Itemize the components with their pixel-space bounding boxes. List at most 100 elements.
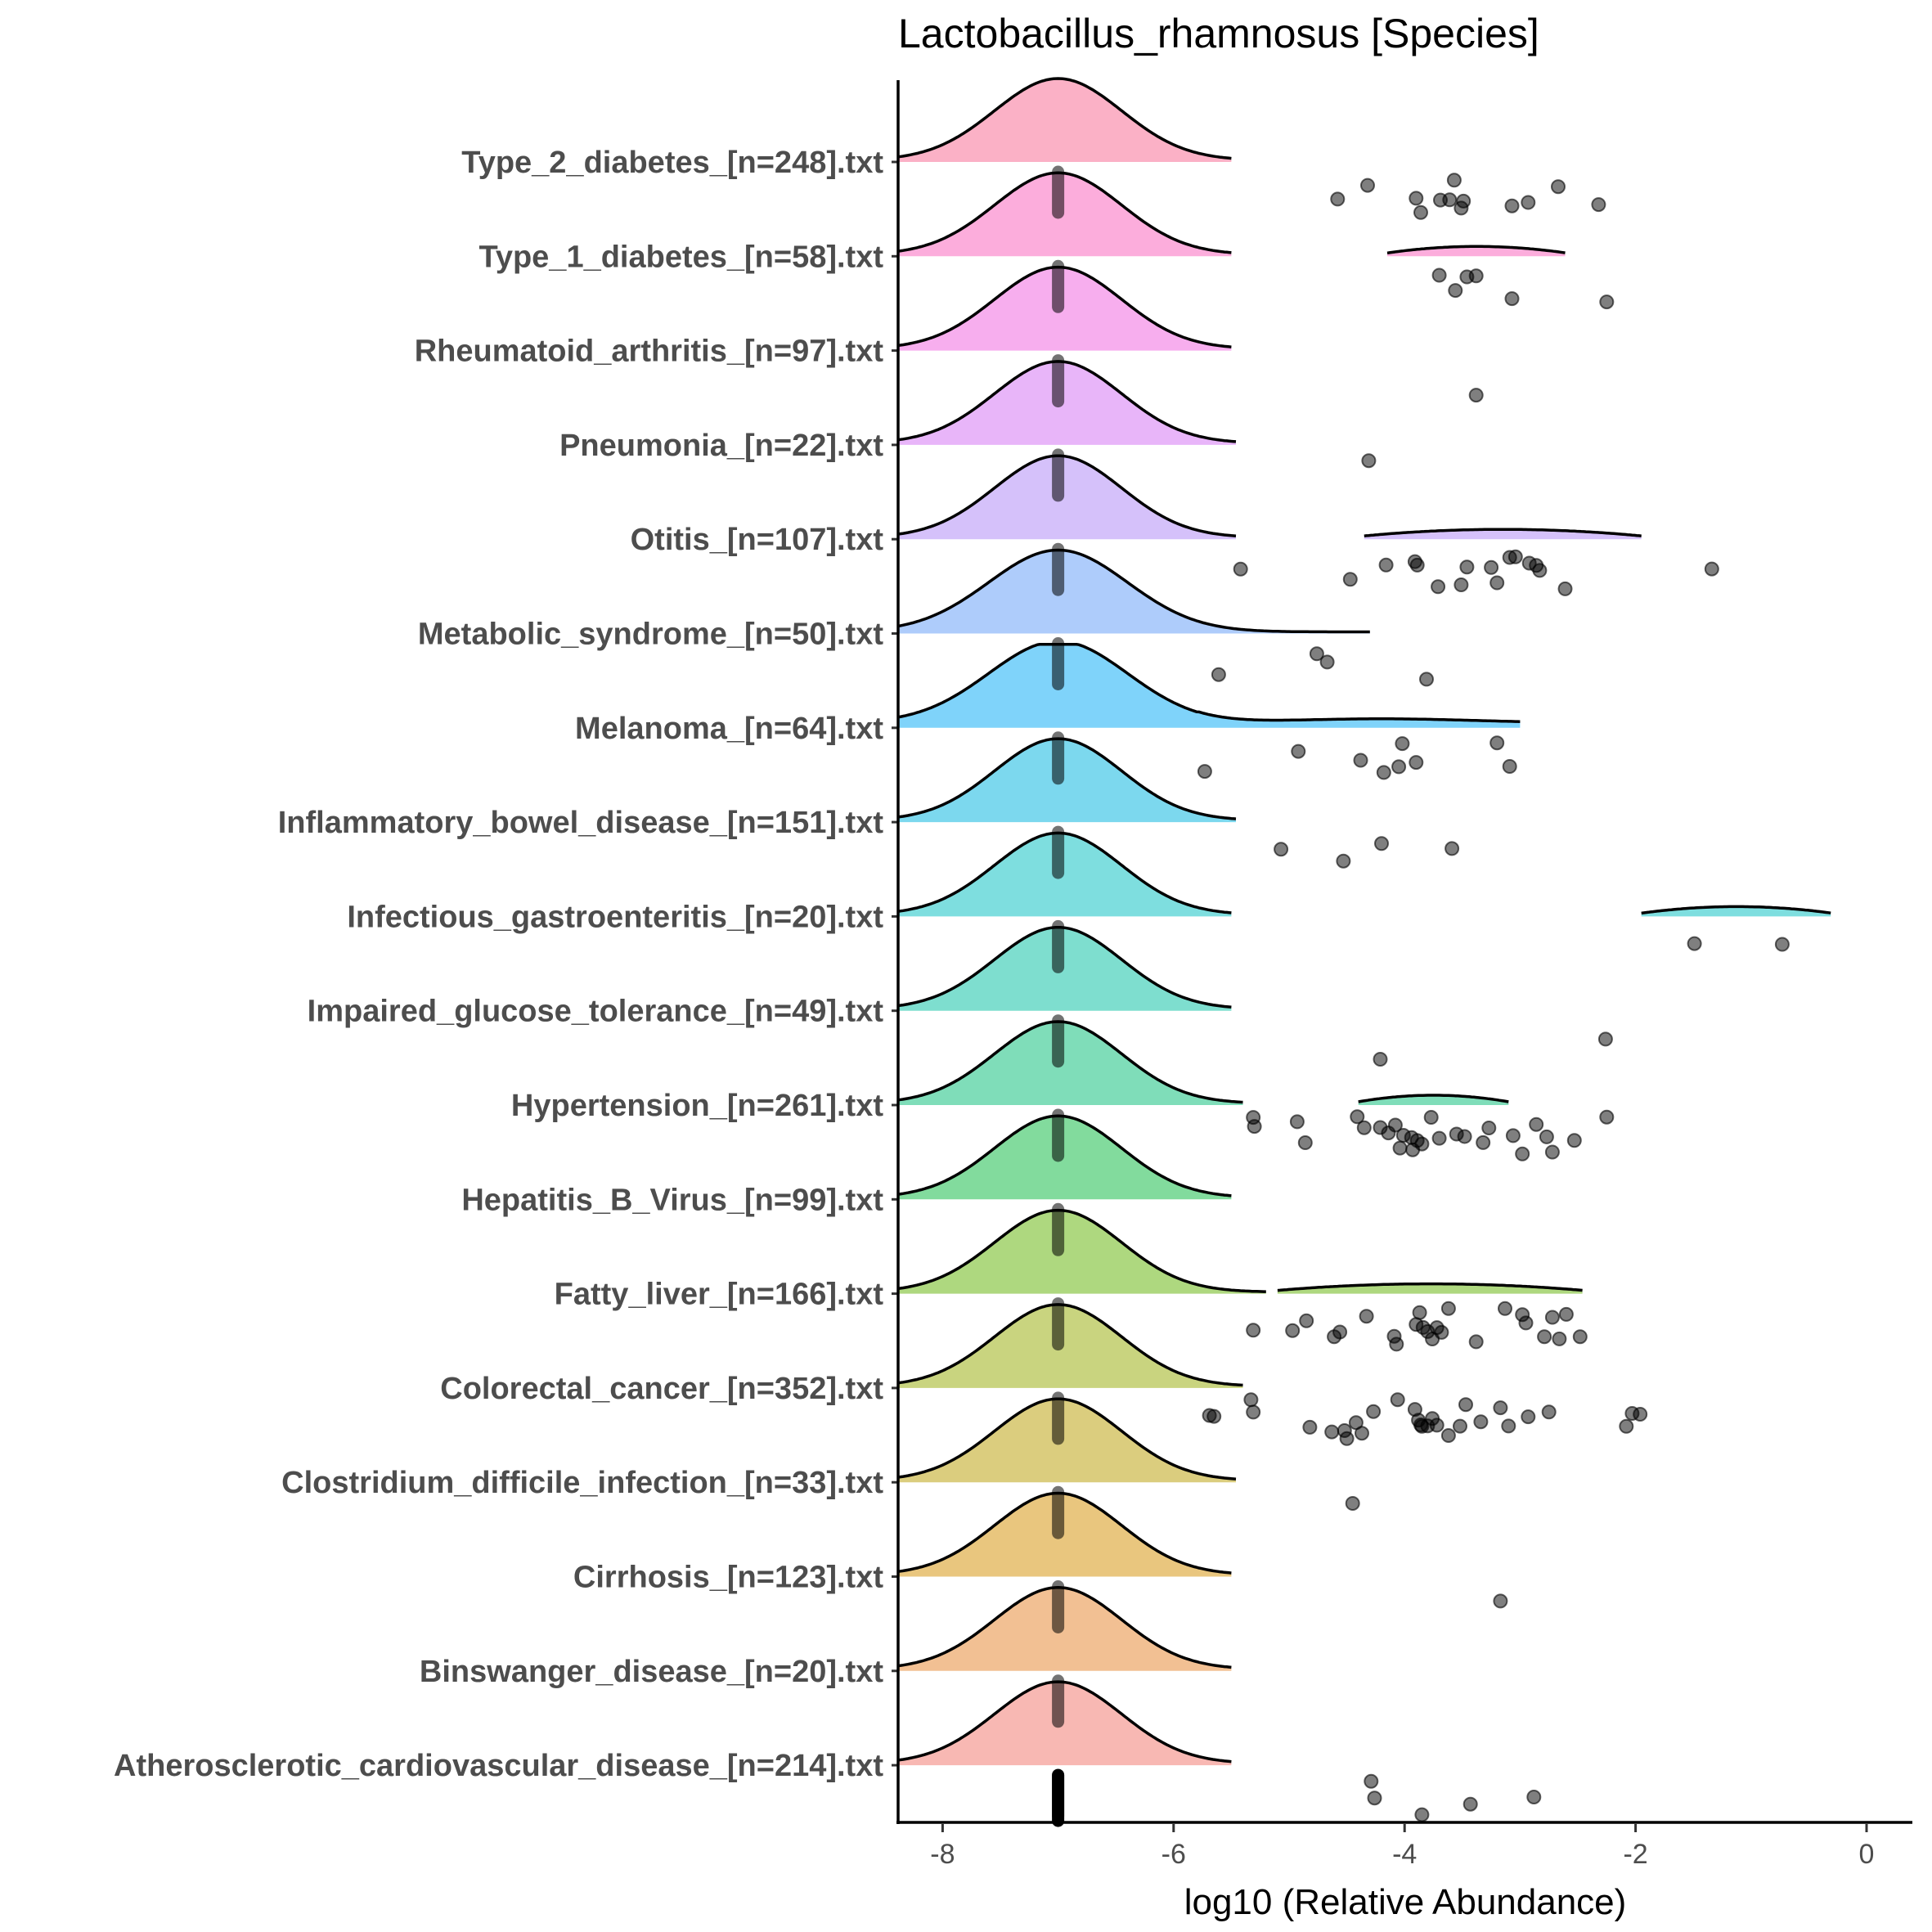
ridge-group <box>896 548 1370 634</box>
data-point <box>1387 1117 1403 1133</box>
data-point <box>1413 204 1428 220</box>
data-point <box>1544 1310 1560 1325</box>
data-point <box>1339 1431 1355 1446</box>
y-tick-label: Inflammatory_bowel_disease_[n=151].txt <box>278 806 884 840</box>
data-point <box>1409 191 1424 206</box>
ridge-line <box>897 1303 1243 1387</box>
ridge-tail-line <box>1641 905 1831 915</box>
data-point <box>1423 1110 1439 1125</box>
ridge-tail-line <box>1386 245 1566 255</box>
data-point <box>1597 1031 1613 1047</box>
ridge-fill <box>898 550 1370 634</box>
ridge-fill <box>898 456 1236 540</box>
y-tick-label: Binswanger_disease_[n=20].txt <box>420 1655 883 1689</box>
data-point <box>1599 1109 1615 1125</box>
ridge-group <box>897 1586 1232 1671</box>
ridge-fill <box>898 1682 1232 1766</box>
y-tick-label: Infectious_gastroenteritis_[n=20].txt <box>347 900 883 934</box>
data-point <box>1552 1331 1567 1346</box>
data-point <box>1687 936 1702 951</box>
data-point <box>1502 759 1517 774</box>
y-axis: Type_2_diabetes_[n=248].txt Type_1_diabet… <box>114 80 900 1824</box>
ridge-group <box>897 1114 1232 1200</box>
y-tick-label: Type_1_diabetes_[n=58].txt <box>479 240 883 274</box>
ridge-fill <box>898 739 1236 823</box>
data-point <box>1412 1305 1427 1320</box>
ridge-group <box>897 171 1566 257</box>
ridge-tail-fill <box>1277 1283 1583 1294</box>
y-tick-label: Rheumatoid_arthritis_[n=97].txt <box>415 335 884 369</box>
ridge-line <box>896 548 1370 634</box>
data-point <box>1359 1309 1374 1324</box>
data-point <box>1539 1129 1554 1144</box>
data-point <box>1274 842 1289 857</box>
ridge-fill <box>898 173 1232 257</box>
data-point <box>1462 1796 1478 1812</box>
ridge-fill <box>898 1022 1243 1105</box>
data-point <box>1364 1773 1379 1789</box>
y-tick-label: Melanoma_[n=64].txt <box>575 712 883 746</box>
ridge-fill <box>898 1210 1266 1294</box>
ridge-group <box>897 360 1237 445</box>
ridge-line <box>897 1208 1266 1293</box>
data-point <box>1319 654 1335 670</box>
data-point <box>1468 388 1484 403</box>
data-point <box>1246 1323 1261 1338</box>
data-point <box>1518 1315 1534 1331</box>
x-tick-label: -8 <box>930 1839 955 1870</box>
data-point <box>1557 581 1573 596</box>
y-tick-label: Hepatitis_B_Virus_[n=99].txt <box>461 1183 883 1217</box>
data-point <box>1481 1121 1497 1135</box>
data-point <box>1419 672 1434 687</box>
data-point <box>1458 1397 1473 1413</box>
data-point <box>1468 268 1484 284</box>
data-point <box>1532 563 1548 578</box>
data-point <box>1619 1418 1634 1434</box>
ridge-group <box>897 737 1237 823</box>
ridge-group <box>897 1208 1583 1294</box>
data-point <box>1285 1323 1301 1338</box>
data-point <box>1389 1337 1404 1352</box>
data-point <box>1332 1324 1348 1340</box>
ridge-line <box>897 77 1232 160</box>
data-point <box>1537 1329 1552 1345</box>
ridge-fill <box>898 1304 1243 1388</box>
ridge-group <box>897 831 1831 917</box>
ridge-fill <box>898 833 1232 917</box>
data-point <box>1446 173 1462 188</box>
data-point <box>1374 836 1389 851</box>
data-point <box>1330 191 1346 207</box>
data-point <box>1529 1117 1544 1132</box>
data-point <box>1431 1130 1447 1146</box>
y-tick-label: Metabolic_syndrome_[n=50].txt <box>418 618 883 652</box>
y-tick-label: Otitis_[n=107].txt <box>631 523 884 557</box>
y-tick-label: Fatty_liver_[n=166].txt <box>555 1278 884 1312</box>
data-point <box>1526 1790 1542 1804</box>
ridge-tail-fill <box>1358 1095 1509 1105</box>
x-axis: -8 -6 -4 -2 0 <box>896 1821 1912 1870</box>
data-point <box>1572 1329 1588 1345</box>
data-point <box>1409 557 1425 573</box>
data-point <box>1591 197 1606 213</box>
ridge-tail-line <box>1277 1282 1583 1292</box>
ridge-fill <box>898 1116 1232 1200</box>
data-point <box>1233 561 1248 577</box>
data-point <box>1409 755 1424 771</box>
data-point <box>1599 294 1615 310</box>
data-point <box>1395 736 1410 752</box>
data-point <box>1493 1400 1508 1416</box>
data-point <box>1353 753 1368 768</box>
ridge-fill <box>898 267 1232 351</box>
data-point <box>1429 1418 1445 1433</box>
x-axis-label: log10 (Relative Abundance) <box>1184 1882 1627 1922</box>
ridge-line <box>897 737 1237 820</box>
data-point <box>1342 572 1358 587</box>
ridge-tail-fill <box>1364 529 1642 540</box>
data-point <box>1473 1414 1489 1430</box>
y-tick-label: Colorectal_cancer_[n=352].txt <box>440 1372 883 1406</box>
data-point <box>1289 1114 1305 1130</box>
chart-title: Lactobacillus_rhamnosus [Species] <box>898 11 1539 56</box>
ridge-line <box>897 1020 1243 1104</box>
x-tick-label: 0 <box>1859 1839 1875 1870</box>
